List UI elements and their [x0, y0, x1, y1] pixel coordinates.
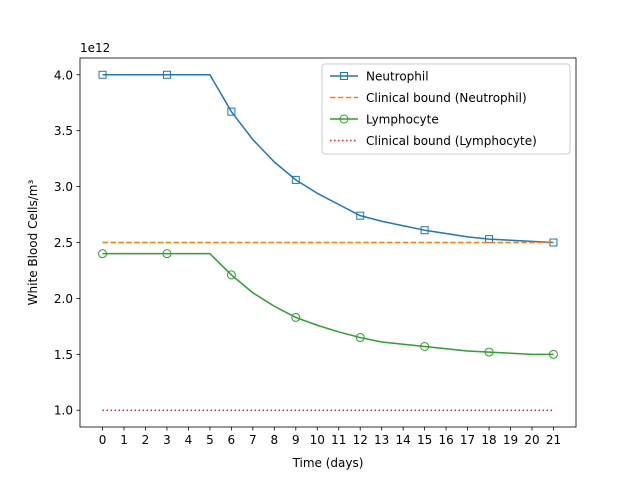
data-point-marker — [420, 341, 430, 351]
x-tick-label: 19 — [503, 433, 518, 447]
y-tick-label: 1.5 — [54, 348, 73, 362]
legend-label: Clinical bound (Neutrophil) — [366, 91, 527, 105]
data-point-marker — [227, 107, 236, 116]
x-tick-label: 16 — [438, 433, 453, 447]
data-point-marker — [98, 70, 107, 79]
data-point-marker — [548, 349, 558, 359]
y-tick-label: 2.0 — [54, 292, 73, 306]
data-point-marker — [291, 312, 301, 322]
data-point-marker — [162, 70, 171, 79]
legend-label: Neutrophil — [366, 70, 429, 84]
y-tick-label: 4.0 — [54, 68, 73, 82]
legend-label: Clinical bound (Lymphocyte) — [366, 134, 537, 148]
data-point-marker — [162, 249, 172, 259]
x-tick-label: 11 — [331, 433, 346, 447]
data-point-marker — [226, 270, 236, 280]
y-tick-label: 1.0 — [54, 404, 73, 418]
data-point-marker — [356, 211, 365, 220]
data-point-marker — [485, 235, 494, 244]
data-point-marker — [291, 175, 300, 184]
x-tick-label: 0 — [99, 433, 107, 447]
x-tick-label: 3 — [163, 433, 171, 447]
x-tick-label: 13 — [374, 433, 389, 447]
y-tick-label: 3.0 — [54, 180, 73, 194]
x-tick-label: 5 — [206, 433, 214, 447]
x-tick-label: 2 — [142, 433, 150, 447]
legend-marker — [340, 72, 348, 80]
x-tick-label: 7 — [249, 433, 257, 447]
series-neutrophil — [98, 70, 558, 247]
x-tick-label: 1 — [120, 433, 128, 447]
y-tick-label: 3.5 — [54, 124, 73, 138]
legend-label: Lymphocyte — [366, 113, 439, 127]
y-axis: 1.0 1.5 2.0 2.5 3.0 3.5 4.0 — [54, 68, 80, 418]
legend-box — [321, 63, 571, 155]
y-axis-label: White Blood Cells/m³ — [26, 180, 40, 306]
x-tick-label: 4 — [185, 433, 193, 447]
series-lymphocyte — [98, 249, 558, 359]
data-point-marker — [420, 226, 429, 235]
legend-marker — [339, 114, 349, 124]
x-tick-label: 12 — [353, 433, 368, 447]
series-layer — [98, 70, 558, 411]
y-tick-label: 2.5 — [54, 236, 73, 250]
data-point-marker — [484, 347, 494, 357]
y-offset-label: 1e12 — [80, 41, 110, 55]
x-tick-label: 17 — [460, 433, 475, 447]
x-tick-label: 15 — [417, 433, 432, 447]
x-tick-label: 18 — [481, 433, 496, 447]
data-point-marker — [355, 333, 365, 343]
x-tick-label: 6 — [228, 433, 236, 447]
series-line-neutrophil — [102, 74, 554, 244]
legend: Neutrophil Clinical bound (Neutrophil) Lym… — [321, 63, 571, 155]
x-tick-label: 10 — [310, 433, 325, 447]
data-point-marker — [98, 249, 108, 259]
x-tick-label: 14 — [396, 433, 411, 447]
x-axis-label: Time (days) — [292, 456, 364, 470]
x-tick-label: 21 — [546, 433, 561, 447]
x-tick-label: 9 — [292, 433, 300, 447]
x-axis: 0 1 2 3 4 5 6 7 8 9 10 11 12 13 14 15 16 17 18 19 20 21 — [99, 427, 561, 447]
series-line-lymphocyte — [102, 252, 554, 356]
x-tick-label: 8 — [271, 433, 279, 447]
axes-frame — [79, 57, 577, 428]
x-tick-label: 20 — [524, 433, 539, 447]
